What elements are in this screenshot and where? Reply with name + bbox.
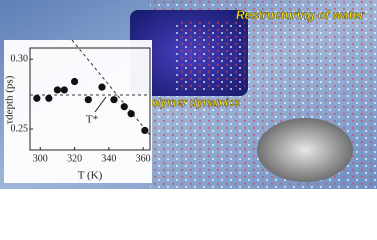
point (141, 126, 149, 135)
fit-line (71, 39, 151, 136)
x-tick-label: 320 (67, 153, 82, 164)
point (60, 86, 68, 94)
point (70, 77, 79, 86)
y-tick-label: 0.30 (11, 53, 29, 64)
x-tick-label: 300 (33, 153, 48, 164)
point (53, 86, 62, 94)
x-tick-label: 340 (101, 153, 116, 164)
y-axis-label: τdepth (ps) (4, 75, 16, 124)
point (33, 94, 41, 102)
point (84, 96, 92, 104)
point (110, 96, 118, 104)
point (120, 103, 128, 111)
polymer-blob (257, 118, 353, 182)
point (98, 83, 106, 91)
point (127, 110, 135, 118)
y-tick-label: 0.25 (11, 123, 29, 134)
graphic: Restructuring of water Polymer dynamics … (0, 0, 377, 189)
x-axis-label: T (K) (78, 170, 103, 182)
caption: Polymer dynamics (143, 97, 240, 109)
plot-panel (4, 40, 152, 183)
plot-frame (29, 47, 151, 151)
arrow (94, 96, 107, 113)
molecule-atoms (175, 20, 245, 90)
point (45, 94, 53, 102)
annotation: T* (86, 114, 98, 126)
x-tick-label: 360 (136, 153, 151, 164)
caption: Restructuring of water (236, 8, 365, 22)
